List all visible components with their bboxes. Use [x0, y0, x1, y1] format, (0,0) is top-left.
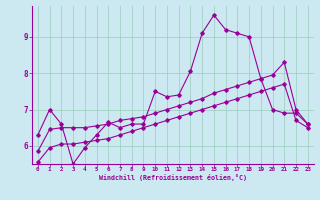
X-axis label: Windchill (Refroidissement éolien,°C): Windchill (Refroidissement éolien,°C)	[99, 174, 247, 181]
